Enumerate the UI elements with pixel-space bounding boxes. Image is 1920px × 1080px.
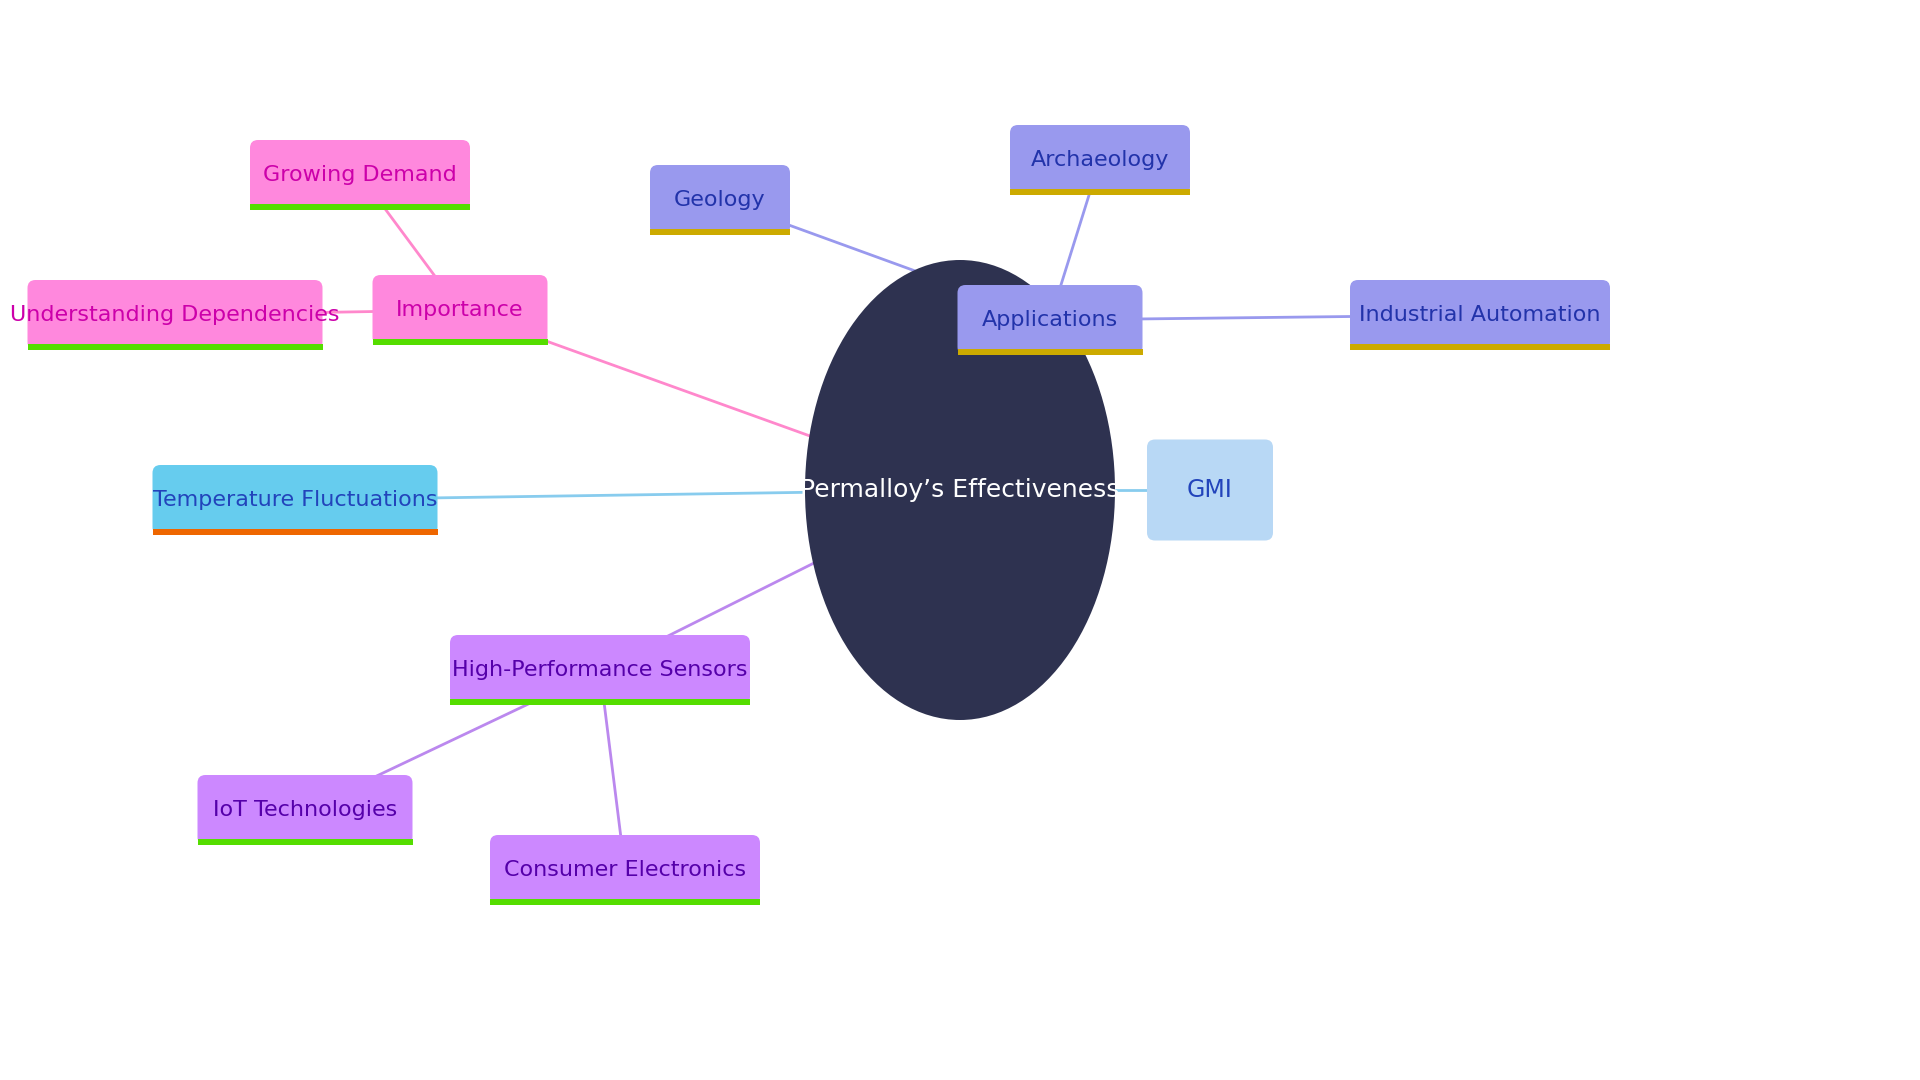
- Text: GMI: GMI: [1187, 478, 1233, 502]
- FancyBboxPatch shape: [490, 899, 760, 905]
- FancyBboxPatch shape: [1350, 280, 1611, 350]
- FancyBboxPatch shape: [250, 140, 470, 210]
- Text: Archaeology: Archaeology: [1031, 150, 1169, 170]
- FancyBboxPatch shape: [27, 280, 323, 350]
- FancyBboxPatch shape: [250, 204, 470, 210]
- FancyBboxPatch shape: [449, 635, 751, 705]
- FancyBboxPatch shape: [1010, 125, 1190, 195]
- FancyBboxPatch shape: [27, 345, 323, 350]
- FancyBboxPatch shape: [152, 529, 438, 535]
- Text: Consumer Electronics: Consumer Electronics: [503, 860, 747, 880]
- FancyBboxPatch shape: [651, 229, 789, 235]
- Text: Understanding Dependencies: Understanding Dependencies: [10, 305, 340, 325]
- Text: Geology: Geology: [674, 190, 766, 210]
- FancyBboxPatch shape: [152, 465, 438, 535]
- FancyBboxPatch shape: [198, 839, 413, 845]
- FancyBboxPatch shape: [958, 285, 1142, 355]
- Text: Industrial Automation: Industrial Automation: [1359, 305, 1601, 325]
- FancyBboxPatch shape: [372, 339, 547, 345]
- FancyBboxPatch shape: [1146, 440, 1273, 540]
- FancyBboxPatch shape: [372, 275, 547, 345]
- FancyBboxPatch shape: [198, 775, 413, 845]
- Text: Permalloy’s Effectiveness: Permalloy’s Effectiveness: [801, 478, 1119, 502]
- Text: High-Performance Sensors: High-Performance Sensors: [453, 660, 747, 680]
- Text: Growing Demand: Growing Demand: [263, 165, 457, 185]
- FancyBboxPatch shape: [958, 349, 1142, 355]
- FancyBboxPatch shape: [1010, 189, 1190, 195]
- Ellipse shape: [804, 260, 1116, 720]
- FancyBboxPatch shape: [651, 165, 789, 235]
- Text: IoT Technologies: IoT Technologies: [213, 800, 397, 820]
- Text: Applications: Applications: [981, 310, 1117, 330]
- FancyBboxPatch shape: [449, 699, 751, 705]
- Text: Temperature Fluctuations: Temperature Fluctuations: [154, 490, 438, 510]
- Text: Importance: Importance: [396, 300, 524, 320]
- FancyBboxPatch shape: [490, 835, 760, 905]
- FancyBboxPatch shape: [1350, 345, 1611, 350]
